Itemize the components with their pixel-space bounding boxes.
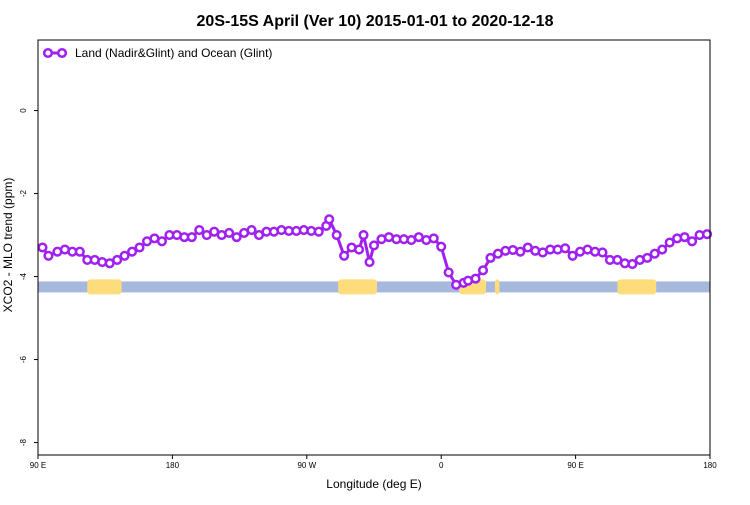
- y-tick-label: -4: [19, 272, 28, 280]
- x-tick-label: 90 E: [30, 461, 46, 470]
- land-strip-segment: [338, 279, 377, 295]
- data-point: [324, 214, 335, 225]
- y-axis-label: XCO2 - MLO trend (ppm): [1, 178, 15, 313]
- y-tick-label: -8: [19, 438, 28, 446]
- data-point: [224, 227, 235, 239]
- data-point: [642, 252, 653, 263]
- data-point: [331, 230, 342, 241]
- data-point: [627, 259, 638, 270]
- data-point: [119, 250, 130, 261]
- data-point: [701, 229, 713, 240]
- data-point: [485, 252, 496, 263]
- y-tick-label: -6: [19, 355, 28, 363]
- data-point: [649, 248, 660, 259]
- data-point: [470, 273, 481, 284]
- chart-title: 20S-15S April (Ver 10) 2015-01-01 to 202…: [197, 13, 554, 30]
- data-point: [339, 250, 350, 261]
- data-point: [43, 250, 54, 261]
- data-point: [664, 237, 675, 248]
- data-point: [313, 226, 324, 237]
- x-tick-label: 90 E: [567, 461, 583, 470]
- land-strip-segment: [87, 279, 122, 295]
- data-point: [37, 242, 48, 253]
- axes: 90 E 180 90 W 0 90 E 180 0 -2 -4 -6 -8: [19, 108, 717, 470]
- data-point: [127, 246, 138, 257]
- data-point: [515, 246, 526, 257]
- data-point: [368, 240, 380, 251]
- data-point: [231, 232, 242, 243]
- data-point: [657, 244, 668, 255]
- x-axis-label: Longitude (deg E): [326, 477, 421, 491]
- data-point: [354, 244, 365, 255]
- legend-marker-right: [56, 47, 68, 59]
- data-point: [428, 233, 439, 244]
- data-point: [597, 247, 608, 258]
- x-tick-label: 90 W: [297, 461, 316, 470]
- plot-frame: [37, 39, 711, 456]
- data-point: [186, 232, 197, 243]
- data-point: [679, 232, 690, 243]
- y-tick-label: 0: [19, 108, 28, 113]
- legend: Land (Nadir&Glint) and Ocean (Glint): [42, 46, 272, 60]
- legend-label: Land (Nadir&Glint) and Ocean (Glint): [75, 46, 272, 60]
- x-tick-label: 180: [703, 461, 717, 470]
- data-point: [477, 265, 489, 276]
- data-point: [358, 230, 369, 241]
- data-point: [436, 241, 447, 252]
- data-point: [687, 236, 698, 247]
- data-point: [156, 236, 167, 247]
- x-tick-label: 180: [166, 461, 180, 470]
- series-layer: [37, 214, 713, 290]
- data-point: [74, 246, 85, 257]
- data-point: [134, 242, 145, 253]
- data-point: [443, 267, 454, 278]
- data-point: [567, 250, 578, 261]
- data-point: [560, 243, 571, 254]
- data-point: [364, 256, 375, 268]
- surface-type-strip: [38, 279, 710, 295]
- land-strip-segment: [617, 279, 657, 295]
- y-tick-label: -2: [19, 189, 28, 197]
- data-point: [194, 225, 205, 236]
- data-point: [112, 254, 123, 266]
- x-tick-label: 0: [439, 461, 444, 470]
- land-strip-segment: [494, 279, 500, 295]
- data-point: [246, 225, 257, 236]
- legend-marker-left: [42, 47, 54, 59]
